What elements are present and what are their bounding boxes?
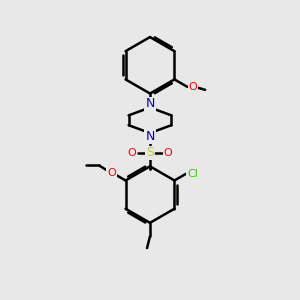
Text: N: N xyxy=(145,130,155,143)
Text: Cl: Cl xyxy=(187,169,198,179)
Text: O: O xyxy=(107,168,116,178)
Text: N: N xyxy=(145,98,155,110)
Text: O: O xyxy=(164,148,172,158)
Text: O: O xyxy=(188,82,197,92)
Text: S: S xyxy=(146,146,154,160)
Text: O: O xyxy=(128,148,136,158)
